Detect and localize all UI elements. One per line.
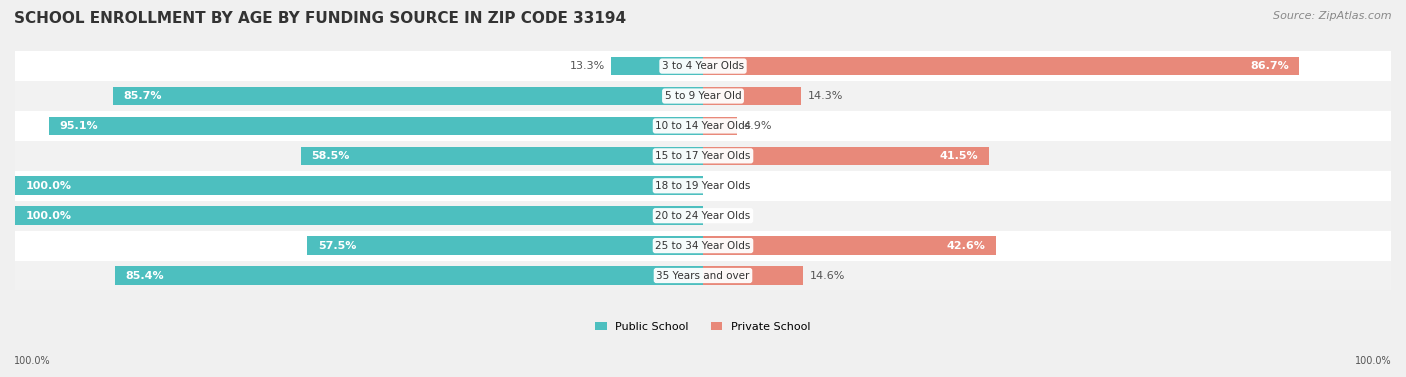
Text: 5 to 9 Year Old: 5 to 9 Year Old (665, 91, 741, 101)
Text: 42.6%: 42.6% (946, 241, 986, 251)
Bar (15, 51, 1391, 81)
Text: 86.7%: 86.7% (1250, 61, 1289, 71)
Text: 58.5%: 58.5% (311, 151, 349, 161)
Text: 20 to 24 Year Olds: 20 to 24 Year Olds (655, 211, 751, 221)
Legend: Public School, Private School: Public School, Private School (591, 317, 815, 336)
Text: 100.0%: 100.0% (1355, 356, 1392, 366)
Text: 14.3%: 14.3% (808, 91, 844, 101)
Bar (15, 141, 1391, 171)
Text: 95.1%: 95.1% (59, 121, 97, 131)
Text: SCHOOL ENROLLMENT BY AGE BY FUNDING SOURCE IN ZIP CODE 33194: SCHOOL ENROLLMENT BY AGE BY FUNDING SOUR… (14, 11, 626, 26)
Bar (612, 57, 703, 75)
Text: 35 Years and over: 35 Years and over (657, 271, 749, 280)
Bar (703, 57, 1299, 75)
Text: 85.7%: 85.7% (124, 91, 162, 101)
Bar (15, 176, 703, 195)
Bar (15, 201, 1391, 231)
Bar (15, 206, 703, 225)
Text: 10 to 14 Year Olds: 10 to 14 Year Olds (655, 121, 751, 131)
Text: 100.0%: 100.0% (25, 211, 72, 221)
Text: 4.9%: 4.9% (744, 121, 772, 131)
Text: 14.6%: 14.6% (810, 271, 845, 280)
Text: 15 to 17 Year Olds: 15 to 17 Year Olds (655, 151, 751, 161)
Text: 41.5%: 41.5% (939, 151, 979, 161)
Bar (703, 266, 803, 285)
Text: 18 to 19 Year Olds: 18 to 19 Year Olds (655, 181, 751, 191)
Bar (301, 147, 703, 165)
Text: 13.3%: 13.3% (569, 61, 605, 71)
Bar (114, 87, 703, 105)
Bar (115, 266, 703, 285)
Text: 85.4%: 85.4% (125, 271, 165, 280)
Text: 57.5%: 57.5% (318, 241, 356, 251)
Bar (15, 171, 1391, 201)
Bar (15, 111, 1391, 141)
Text: 100.0%: 100.0% (14, 356, 51, 366)
Bar (703, 116, 737, 135)
Text: 3 to 4 Year Olds: 3 to 4 Year Olds (662, 61, 744, 71)
Bar (703, 87, 801, 105)
Text: Source: ZipAtlas.com: Source: ZipAtlas.com (1274, 11, 1392, 21)
Bar (703, 236, 995, 255)
Bar (703, 147, 988, 165)
Bar (308, 236, 703, 255)
Bar (49, 116, 703, 135)
Text: 25 to 34 Year Olds: 25 to 34 Year Olds (655, 241, 751, 251)
Bar (15, 231, 1391, 261)
Bar (15, 261, 1391, 290)
Bar (15, 81, 1391, 111)
Text: 100.0%: 100.0% (25, 181, 72, 191)
